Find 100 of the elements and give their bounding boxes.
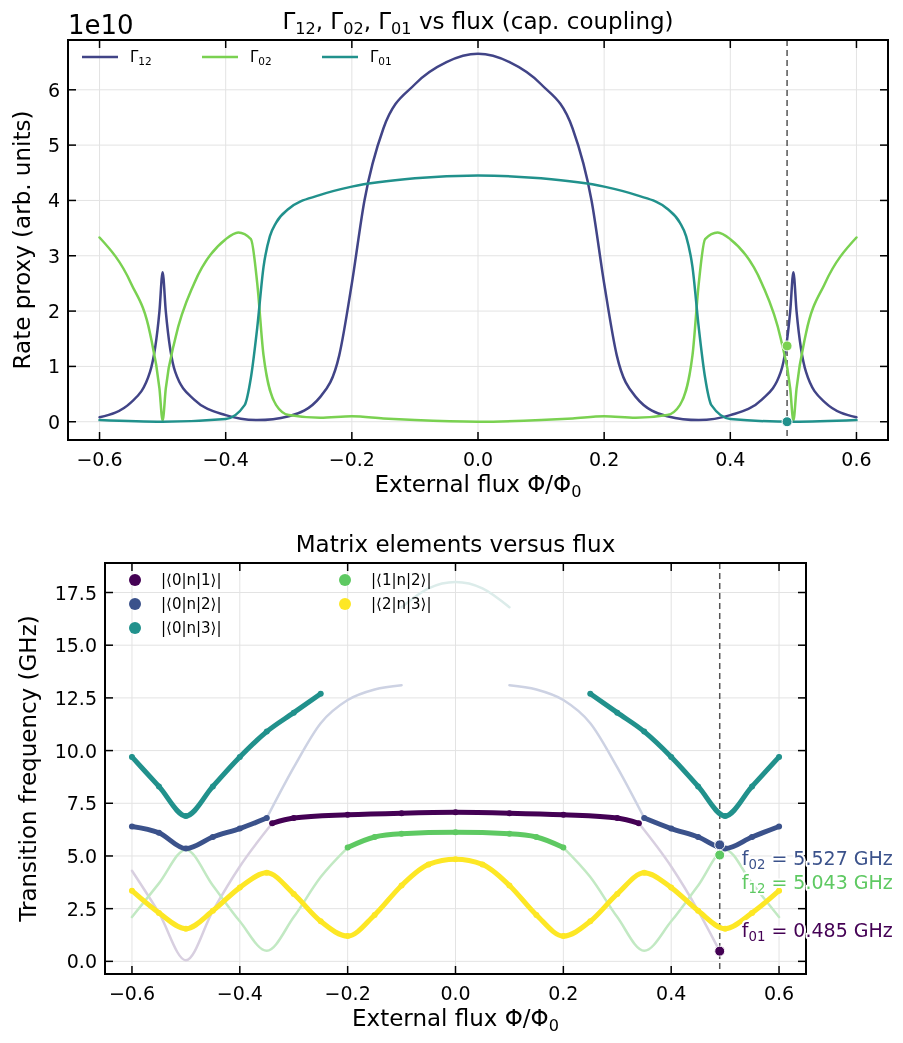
point — [398, 810, 405, 817]
y-tick-label: 2 — [47, 300, 60, 323]
point — [452, 809, 459, 816]
point — [776, 823, 783, 830]
y-tick-label: 6 — [47, 78, 60, 101]
point — [236, 825, 243, 832]
point — [290, 815, 297, 822]
point — [479, 861, 486, 868]
point — [722, 812, 729, 819]
y-axis-title: Rate proxy (arb. units) — [9, 110, 35, 370]
chart-title: Matrix elements versus flux — [295, 531, 616, 557]
legend-label: |⟨0|n|2⟩| — [161, 595, 222, 613]
x-axis-title: External flux Φ/Φ$_{0}$ — [352, 1005, 559, 1035]
point — [290, 709, 297, 716]
point — [668, 753, 675, 760]
y-tick-label: 2.5 — [66, 897, 97, 920]
point — [425, 861, 432, 868]
point — [452, 829, 459, 836]
point — [398, 882, 405, 889]
point — [560, 811, 567, 818]
point — [641, 815, 648, 822]
y-tick-label: 17.5 — [54, 581, 97, 604]
point — [749, 783, 756, 790]
legend-label: Γ$_{01}$ — [370, 48, 392, 68]
x-tick-label: −0.6 — [76, 448, 123, 470]
x-tick-label: 0.4 — [715, 448, 746, 470]
point — [269, 820, 276, 827]
point — [695, 783, 702, 790]
x-tick-label: −0.2 — [328, 448, 375, 470]
point — [263, 815, 270, 822]
point — [128, 823, 135, 830]
x-tick-label: 0.4 — [656, 982, 687, 1004]
chart-title: Γ$_{12}$, Γ$_{02}$, Γ$_{01}$ vs flux (cap. coupling) — [282, 8, 674, 38]
point — [776, 887, 783, 894]
point — [506, 882, 513, 889]
point — [635, 820, 642, 827]
y-tick-label: 5 — [47, 134, 60, 157]
x-tick-label: −0.6 — [108, 982, 156, 1004]
point — [695, 834, 702, 840]
x-tick-label: 0.0 — [462, 448, 494, 470]
point — [128, 753, 135, 760]
y-tick-label: 12.5 — [54, 686, 97, 709]
point — [371, 911, 378, 918]
point — [533, 911, 540, 918]
x-axis-title: External flux Φ/Φ$_{0}$ — [374, 471, 582, 501]
point — [587, 690, 594, 697]
legend-label: |⟨0|n|1⟩| — [161, 571, 222, 589]
point — [749, 834, 756, 840]
point — [236, 884, 243, 891]
y-tick-label: 4 — [47, 189, 60, 212]
point — [182, 812, 189, 819]
point — [344, 811, 351, 818]
x-tick-label: 0.2 — [548, 982, 579, 1004]
x-tick-label: −0.4 — [202, 448, 249, 470]
x-tick-label: 0.6 — [841, 448, 872, 470]
point — [506, 830, 513, 837]
point — [209, 907, 216, 914]
x-tick-label: 0.2 — [589, 448, 620, 470]
point — [722, 925, 729, 932]
point — [263, 869, 270, 876]
legend-label: Γ$_{12}$ — [130, 48, 152, 68]
x-tick-label: 0.6 — [763, 982, 795, 1004]
y-tick-label: 7.5 — [66, 792, 97, 815]
y-axis-title: Transition frequency (GHz) — [15, 615, 41, 923]
x-tick-label: −0.2 — [324, 982, 371, 1004]
y-tick-label: 0 — [47, 410, 60, 433]
point — [506, 810, 513, 817]
y-tick-label: 5.0 — [66, 844, 97, 867]
y-tick-label: 15.0 — [54, 634, 97, 657]
line-series — [98, 52, 858, 422]
y-tick-label: 0.0 — [66, 950, 97, 973]
y-tick-label: 1 — [47, 355, 60, 378]
point — [749, 909, 756, 916]
point — [668, 884, 675, 891]
point — [236, 753, 243, 760]
point — [128, 887, 135, 894]
point — [155, 909, 162, 916]
point — [317, 690, 324, 697]
x-tick-label: 0.0 — [440, 982, 471, 1004]
point — [182, 845, 189, 852]
point — [317, 918, 324, 925]
point — [209, 783, 216, 790]
point — [587, 918, 594, 925]
point — [533, 834, 540, 840]
annotation: 1e10 — [68, 10, 134, 40]
point — [452, 856, 459, 863]
point — [182, 925, 189, 932]
legend-label: |⟨0|n|3⟩| — [161, 619, 222, 637]
point — [695, 907, 702, 914]
point — [155, 783, 162, 790]
y-tick-label: 3 — [47, 244, 60, 267]
point — [398, 830, 405, 837]
y-tick-label: 10.0 — [54, 739, 97, 762]
point — [290, 890, 297, 897]
legend-label: |⟨2|n|3⟩| — [371, 595, 432, 613]
point — [209, 834, 216, 840]
point — [344, 933, 351, 940]
point — [776, 753, 783, 760]
point — [614, 709, 621, 716]
point — [371, 834, 378, 840]
